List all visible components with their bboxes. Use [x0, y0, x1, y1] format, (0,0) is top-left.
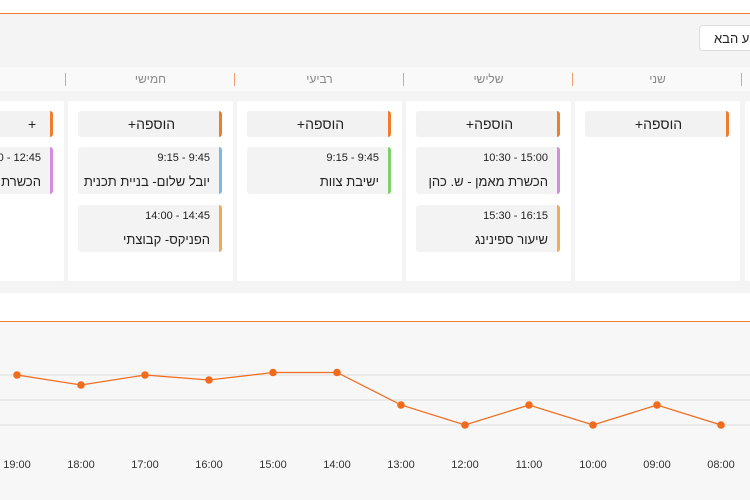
data-point	[205, 376, 213, 384]
day-column: +0 - 12:45 הכשרת	[0, 101, 64, 281]
data-point	[525, 401, 533, 409]
x-tick-label: 19:00	[3, 459, 31, 471]
add-label: הוספה	[643, 116, 683, 132]
x-tick-label: 16:00	[195, 459, 223, 471]
x-tick-label: 08:00	[707, 459, 735, 471]
event-time: 9:15 - 9:45	[157, 152, 210, 164]
add-label: הוספה	[474, 116, 514, 132]
x-tick-label: 13:00	[387, 459, 415, 471]
event-time: 9:15 - 9:45	[326, 152, 379, 164]
data-point	[269, 368, 277, 377]
event-title: הכשרת	[1, 174, 41, 189]
data-point	[461, 421, 469, 429]
data-point	[397, 401, 405, 409]
x-tick-label: 17:00	[131, 459, 159, 471]
x-tick-label: 09:00	[643, 459, 671, 471]
x-tick-label: 15:00	[259, 459, 287, 471]
chart-background	[0, 322, 750, 500]
column-separator	[403, 73, 404, 86]
event-time: 15:30 - 16:15	[483, 210, 548, 222]
data-point	[333, 368, 341, 377]
x-tick-label: 11:00	[516, 459, 543, 471]
event-card[interactable]: 14:00 - 14:45 הפניקס- קבוצתי	[78, 205, 222, 252]
add-button[interactable]: הוספה+	[247, 111, 391, 137]
event-time: 0 - 12:45	[0, 152, 41, 164]
x-tick-label: 12:00	[451, 459, 479, 471]
event-card[interactable]: 0 - 12:45 הכשרת	[0, 147, 53, 194]
event-title: יובל שלום- בניית תכנית	[83, 174, 210, 189]
x-tick-label: 10:00	[579, 459, 607, 471]
add-button[interactable]: הוספה+	[585, 111, 729, 137]
add-label: הוספה	[305, 116, 345, 132]
day-header-strip: שני שלישי רביעי חמישי	[0, 67, 750, 91]
divider	[0, 13, 750, 14]
line-chart: 08:00 09:00 10:00 11:00 12:00 13:00 14:00 15:00…	[0, 322, 750, 500]
column-separator	[741, 73, 742, 86]
event-card[interactable]: 9:15 - 9:45 יובל שלום- בניית תכנית	[78, 147, 222, 194]
event-card[interactable]: 15:30 - 16:15 שיעור ספינינג	[416, 205, 560, 252]
day-column: הוספה+	[575, 101, 740, 281]
data-point	[717, 421, 725, 429]
add-button[interactable]: הוספה+	[78, 111, 222, 137]
day-column	[745, 101, 750, 281]
add-button[interactable]: הוספה+	[416, 111, 560, 137]
add-label: הוספה	[136, 116, 176, 132]
data-point	[653, 401, 661, 409]
plus-icon: +	[28, 116, 37, 132]
column-separator	[572, 73, 573, 86]
day-label: שני	[649, 72, 666, 86]
data-point	[13, 371, 21, 379]
day-label: רביעי	[306, 72, 333, 86]
event-card[interactable]: 9:15 - 9:45 ישיבת צוות	[247, 147, 391, 194]
day-label: שלישי	[473, 72, 504, 86]
event-title: הפניקס- קבוצתי	[122, 232, 210, 247]
column-separator	[65, 73, 66, 86]
plus-icon: +	[634, 116, 644, 132]
event-title: ישיבת צוות	[319, 174, 379, 189]
column-separator	[234, 73, 235, 86]
day-column: הוספה+ 9:15 - 9:45 ישיבת צוות	[237, 101, 402, 281]
x-tick-label: 14:00	[323, 459, 351, 471]
event-time: 14:00 - 14:45	[145, 210, 210, 222]
plus-icon: +	[296, 116, 306, 132]
add-button[interactable]: +	[0, 111, 53, 137]
next-week-button[interactable]: שבוע הבא	[699, 25, 750, 51]
plus-icon: +	[465, 116, 475, 132]
series-line	[16, 371, 722, 426]
event-card[interactable]: 10:30 - 15:00 הכשרת מאמן - ש. כהן	[416, 147, 560, 194]
day-label: חמישי	[134, 72, 167, 86]
data-point	[141, 371, 149, 379]
day-column: הוספה+ 9:15 - 9:45 יובל שלום- בניית תכנית 1…	[68, 101, 233, 281]
data-point	[77, 381, 85, 389]
plus-icon: +	[127, 116, 137, 132]
data-point	[589, 421, 597, 429]
x-tick-label: 18:00	[67, 459, 95, 471]
event-title: שיעור ספינינג	[474, 232, 548, 247]
divider	[0, 321, 750, 322]
day-column: הוספה+ 10:30 - 15:00 הכשרת מאמן - ש. כהן 15…	[406, 101, 571, 281]
event-title: הכשרת מאמן - ש. כהן	[428, 174, 548, 189]
spacer	[0, 293, 750, 321]
event-time: 10:30 - 15:00	[483, 152, 548, 164]
